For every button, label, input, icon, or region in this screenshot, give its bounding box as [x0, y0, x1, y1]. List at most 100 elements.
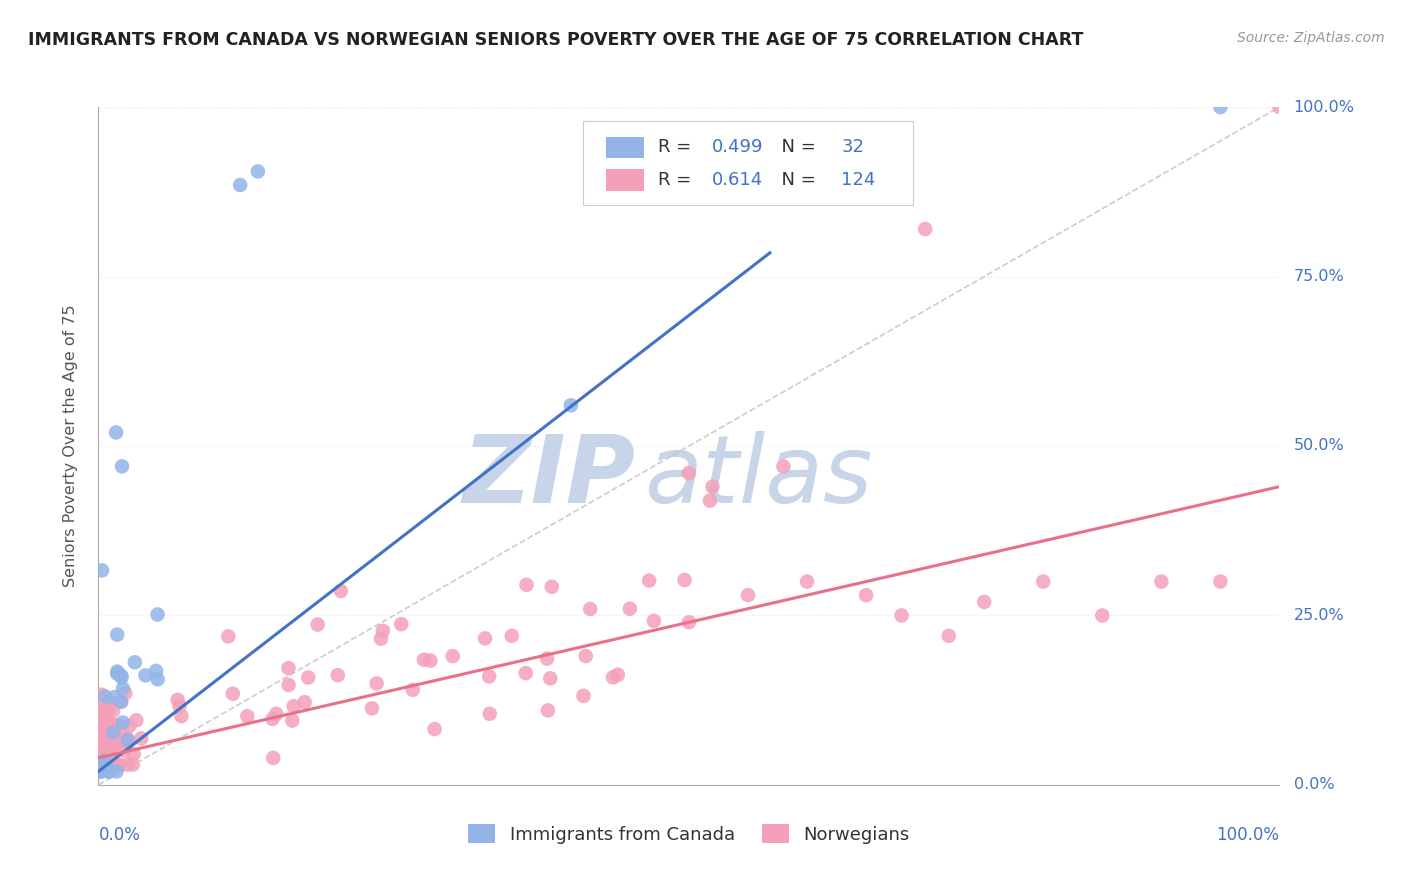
Point — [93, 701, 115, 715]
Text: 0.614: 0.614 — [711, 171, 762, 189]
Point — [93, 754, 115, 768]
Point — [90, 757, 112, 772]
Point — [1268, 100, 1291, 114]
Point — [166, 692, 188, 706]
Point — [515, 578, 537, 592]
FancyBboxPatch shape — [582, 120, 914, 205]
Point — [1150, 574, 1173, 589]
Point — [129, 731, 152, 746]
Point — [737, 588, 759, 602]
Point — [111, 459, 134, 474]
Point — [89, 742, 111, 756]
Point — [890, 608, 912, 623]
Point — [772, 459, 794, 474]
Text: N =: N = — [770, 138, 823, 156]
Point — [103, 704, 125, 718]
Point — [619, 601, 641, 615]
Point — [266, 706, 288, 721]
Point — [515, 666, 537, 681]
Point — [145, 664, 167, 678]
Point — [97, 748, 120, 763]
Point — [125, 713, 148, 727]
Point — [366, 676, 388, 690]
Point — [105, 666, 128, 681]
Point — [96, 757, 118, 772]
Point — [673, 573, 696, 587]
Point — [105, 665, 128, 679]
Point — [90, 724, 112, 739]
Point — [97, 746, 120, 760]
Point — [91, 715, 114, 730]
Legend: Immigrants from Canada, Norwegians: Immigrants from Canada, Norwegians — [468, 824, 910, 844]
Point — [89, 712, 111, 726]
Point — [117, 757, 139, 772]
Point — [146, 672, 169, 686]
Point — [914, 222, 936, 236]
Point — [478, 669, 501, 683]
Point — [281, 714, 304, 728]
Text: N =: N = — [770, 171, 823, 189]
Point — [96, 757, 118, 772]
Point — [478, 706, 501, 721]
Point — [122, 747, 145, 761]
Point — [107, 757, 129, 772]
Point — [938, 629, 960, 643]
Point — [110, 670, 132, 684]
Point — [93, 712, 115, 726]
Point — [103, 725, 125, 739]
Bar — [606, 169, 644, 191]
Text: 0.0%: 0.0% — [1294, 778, 1334, 792]
Point — [572, 689, 595, 703]
Point — [97, 702, 120, 716]
Point — [96, 731, 118, 746]
Point — [94, 690, 117, 704]
Point — [90, 688, 112, 702]
Point — [101, 739, 124, 753]
Point — [96, 717, 118, 731]
Point — [101, 753, 124, 767]
Point — [474, 632, 496, 646]
Point — [90, 741, 112, 756]
Point — [91, 764, 114, 779]
Point — [101, 726, 124, 740]
Point — [115, 731, 138, 745]
Point — [146, 607, 169, 622]
Point — [1091, 608, 1114, 623]
Point — [606, 667, 628, 681]
Point — [90, 718, 112, 732]
Point — [360, 701, 382, 715]
Point — [96, 711, 118, 725]
Point — [538, 671, 561, 685]
Point — [229, 178, 252, 192]
Point — [277, 661, 299, 675]
Point — [294, 695, 316, 709]
Point — [169, 698, 191, 713]
Point — [114, 738, 136, 752]
Y-axis label: Seniors Poverty Over the Age of 75: Seniors Poverty Over the Age of 75 — [63, 305, 77, 587]
Point — [441, 649, 464, 664]
Text: 75.0%: 75.0% — [1294, 269, 1344, 284]
Point — [105, 425, 128, 440]
Point — [678, 615, 700, 630]
Point — [89, 764, 111, 779]
Text: R =: R = — [658, 138, 697, 156]
Point — [90, 745, 112, 759]
Point — [105, 764, 128, 779]
Bar — [606, 136, 644, 158]
Point — [1209, 574, 1232, 589]
Point — [96, 741, 118, 756]
Point — [702, 480, 724, 494]
Point — [170, 709, 193, 723]
Point — [114, 686, 136, 700]
Point — [973, 595, 995, 609]
Point — [262, 751, 284, 765]
Point — [326, 668, 349, 682]
Point — [699, 493, 721, 508]
Text: atlas: atlas — [644, 431, 872, 522]
Point — [855, 588, 877, 602]
Point — [1209, 100, 1232, 114]
Text: 124: 124 — [841, 171, 876, 189]
Point — [371, 624, 394, 638]
Point — [389, 617, 412, 632]
Text: 100.0%: 100.0% — [1216, 826, 1279, 844]
